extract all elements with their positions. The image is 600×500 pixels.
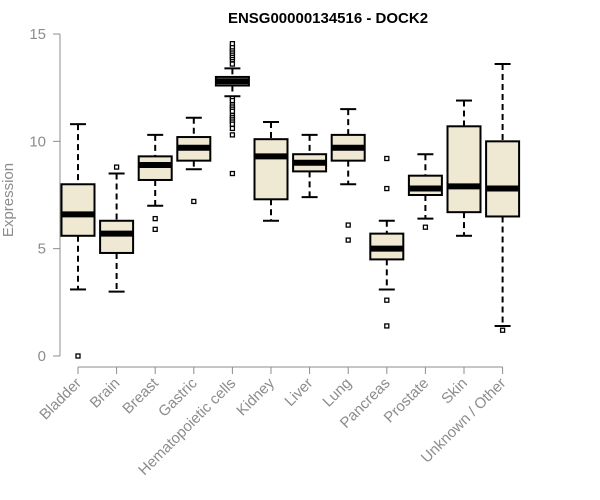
outlier-point	[229, 108, 236, 114]
x-tick-label: Skin	[438, 375, 471, 408]
outlier-point	[345, 237, 351, 243]
iqr-box	[253, 138, 289, 201]
outlier-point	[191, 198, 197, 205]
outlier-point	[152, 215, 158, 222]
box-bladder	[60, 123, 96, 359]
outlier-point	[229, 41, 236, 47]
outlier-point	[229, 132, 236, 138]
box-liver	[292, 133, 328, 199]
boxes-layer	[60, 41, 521, 359]
y-tick-label: 15	[29, 26, 46, 43]
box-gastric	[176, 116, 212, 205]
y-axis-label: Expression	[0, 163, 17, 237]
x-tick-label: Bladder	[36, 375, 85, 424]
iqr-box	[446, 125, 482, 214]
outlier-point	[229, 61, 236, 67]
box-pancreas	[369, 155, 405, 329]
outlier-point	[499, 327, 506, 333]
iqr-box	[99, 219, 135, 254]
box-brain	[99, 164, 135, 293]
outlier-point	[384, 323, 390, 329]
outlier-point	[229, 170, 236, 177]
y-tick-label: 5	[38, 241, 46, 258]
iqr-box	[485, 140, 521, 218]
y-tick-label: 0	[38, 348, 46, 365]
x-tick-label: Breast	[119, 374, 162, 417]
outlier-point	[152, 226, 158, 232]
outlier-point	[113, 164, 120, 170]
iqr-box	[137, 155, 173, 181]
iqr-box	[60, 183, 96, 237]
outlier-point	[229, 125, 236, 132]
outlier-point	[384, 297, 390, 303]
x-tick-label: Lung	[319, 375, 355, 411]
outlier-point	[384, 185, 390, 192]
y-tick-label: 10	[29, 133, 46, 150]
box-breast	[137, 133, 173, 232]
box-unknown-other	[485, 63, 521, 333]
chart-title: ENSG00000134516 - DOCK2	[228, 10, 428, 27]
outlier-point	[422, 224, 429, 230]
box-skin	[446, 99, 482, 237]
outlier-point	[229, 121, 236, 127]
box-lung	[330, 108, 366, 243]
x-tick-label: Liver	[281, 375, 316, 410]
x-tick-label: Kidney	[233, 374, 278, 419]
box-hematopoietic-cells	[214, 41, 250, 177]
box-prostate	[407, 153, 443, 230]
box-kidney	[253, 121, 289, 222]
x-tick-label: Brain	[87, 375, 124, 412]
outlier-point	[384, 155, 390, 162]
y-axis: 0 5 10 15	[29, 26, 61, 365]
outlier-point	[75, 353, 81, 359]
outlier-point	[345, 222, 351, 228]
outlier-point	[229, 97, 236, 104]
iqr-box	[407, 174, 443, 196]
